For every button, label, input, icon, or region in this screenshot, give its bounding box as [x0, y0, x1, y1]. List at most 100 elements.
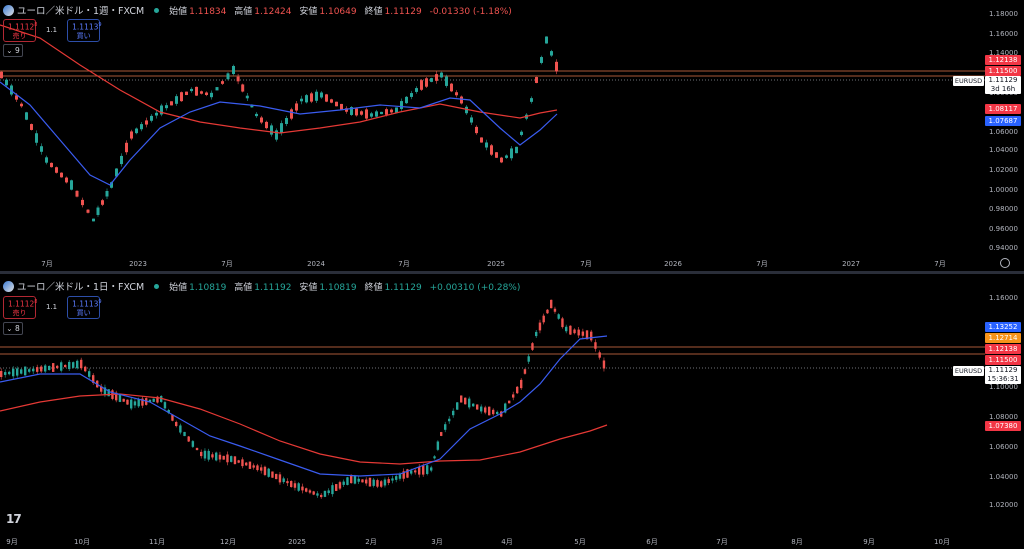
- candle: [581, 331, 585, 336]
- candle: [476, 404, 479, 410]
- candle: [215, 452, 218, 461]
- buy-button[interactable]: 1.11139 買い: [67, 296, 102, 319]
- candle: [145, 120, 148, 125]
- x-axis-tick: 9月: [863, 538, 874, 546]
- candle: [282, 478, 285, 483]
- candle: [426, 465, 429, 474]
- candle: [191, 441, 195, 447]
- sell-button[interactable]: 1.11128 売り: [3, 296, 37, 319]
- candle: [35, 133, 38, 143]
- buy-button[interactable]: 1.11139 買い: [67, 19, 102, 42]
- candle: [36, 367, 39, 372]
- x-axis-tick: 7月: [398, 260, 409, 268]
- candle: [380, 481, 383, 487]
- x-axis-tick: 8月: [791, 538, 802, 546]
- candle: [126, 399, 129, 405]
- candle: [80, 359, 83, 369]
- weekly-chart-canvas[interactable]: 1.180001.160001.140001.100001.060001.040…: [0, 0, 1024, 271]
- candle: [510, 148, 513, 159]
- candle: [323, 490, 327, 497]
- price-label-resistance: 1.12138: [985, 344, 1021, 354]
- candle: [301, 486, 304, 491]
- candle: [187, 436, 190, 442]
- candle: [115, 168, 118, 177]
- candle: [200, 91, 203, 94]
- candle: [448, 418, 451, 422]
- y-axis-tick: 1.16000: [989, 294, 1018, 302]
- candle: [140, 124, 143, 130]
- candle: [430, 467, 433, 471]
- candle: [30, 124, 33, 130]
- candle: [375, 111, 378, 117]
- spread-value: 1.1: [46, 303, 58, 312]
- candle: [577, 329, 580, 336]
- candle: [353, 475, 357, 484]
- candle: [210, 92, 213, 98]
- candle: [171, 414, 174, 421]
- candle: [531, 343, 534, 350]
- candle: [472, 403, 475, 407]
- candle: [410, 93, 413, 97]
- candle: [573, 329, 576, 334]
- candle: [141, 398, 144, 406]
- candle: [92, 375, 95, 383]
- candle: [535, 331, 538, 337]
- candle: [96, 207, 100, 215]
- candle: [120, 155, 123, 165]
- daily-chart-canvas[interactable]: 1.160001.140001.100001.080001.060001.040…: [0, 274, 1024, 549]
- candle: [300, 98, 303, 102]
- daily-chart-pane[interactable]: 1.160001.140001.100001.080001.060001.040…: [0, 274, 1024, 549]
- candle: [346, 477, 349, 485]
- candle: [103, 387, 107, 395]
- pane-divider[interactable]: [0, 271, 1024, 274]
- candle: [86, 209, 90, 213]
- candle: [330, 99, 333, 103]
- y-axis-tick: 1.18000: [989, 10, 1018, 18]
- symbol-flag-icon: [3, 280, 14, 292]
- x-axis-tick: 4月: [501, 538, 512, 546]
- candle: [267, 468, 270, 477]
- candle: [81, 199, 84, 206]
- candle: [207, 450, 210, 460]
- candle: [195, 447, 199, 451]
- x-axis-tick: 2023: [129, 260, 147, 268]
- symbol-title[interactable]: ユーロ／米ドル・1日・FXCM: [17, 282, 145, 293]
- candle: [530, 98, 533, 102]
- candle: [252, 465, 255, 468]
- candle: [56, 365, 59, 369]
- candle: [305, 95, 308, 103]
- candle: [360, 111, 363, 115]
- candle: [480, 406, 483, 412]
- tradingview-logo[interactable]: 17: [6, 512, 22, 526]
- candle: [8, 371, 11, 375]
- candle: [355, 108, 358, 116]
- candle: [440, 72, 443, 78]
- candle: [248, 461, 252, 469]
- candle: [218, 454, 222, 460]
- candle: [370, 113, 373, 117]
- trade-buttons: 1.11128 売り 1.1 1.11139 買い: [3, 19, 102, 42]
- candle: [70, 180, 73, 190]
- weekly-chart-pane[interactable]: 1.180001.160001.140001.100001.060001.040…: [0, 0, 1024, 271]
- indicators-toggle-button[interactable]: ⌄ 9: [3, 44, 23, 57]
- candle: [361, 479, 364, 483]
- candle: [452, 410, 455, 416]
- candle: [410, 470, 413, 474]
- sell-button[interactable]: 1.11128 売り: [3, 19, 37, 42]
- y-axis-tick: 1.02000: [989, 501, 1018, 509]
- candle: [470, 117, 473, 123]
- settings-icon[interactable]: [1000, 258, 1010, 268]
- symbol-title[interactable]: ユーロ／米ドル・1週・FXCM: [17, 6, 145, 17]
- candle: [200, 451, 203, 457]
- x-axis-tick: 7月: [934, 260, 945, 268]
- ma-slow-line: [0, 393, 608, 465]
- price-label-ma-slow: 1.07380: [985, 421, 1021, 431]
- candle: [338, 482, 342, 489]
- indicators-toggle-button[interactable]: ⌄ 8: [3, 322, 23, 335]
- candle: [263, 466, 267, 475]
- y-axis-tick: 1.10000: [989, 383, 1018, 391]
- x-axis-tick: 7月: [756, 260, 767, 268]
- candle: [415, 88, 418, 92]
- ma-fast-line: [0, 81, 558, 186]
- candle: [0, 71, 3, 79]
